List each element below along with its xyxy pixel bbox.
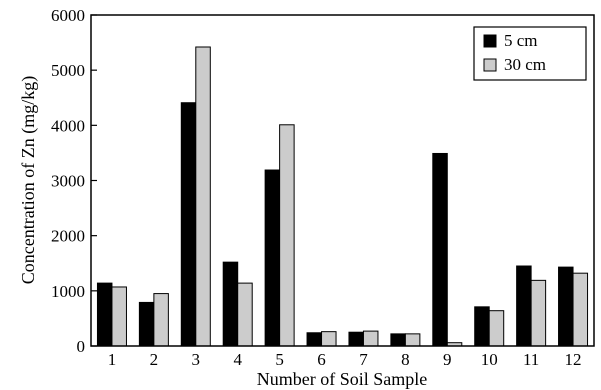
- bar-30cm-sample-8: [404, 333, 421, 347]
- x-tick-label: 8: [401, 350, 410, 369]
- x-tick-label: 11: [523, 350, 539, 369]
- bar-30cm-sample-7: [362, 330, 379, 347]
- y-tick-label: 0: [77, 337, 86, 356]
- x-tick-label: 1: [108, 350, 117, 369]
- legend-label-30cm: 30 cm: [504, 55, 546, 74]
- legend-swatch-5cm: [483, 34, 497, 48]
- x-tick-label: 3: [192, 350, 201, 369]
- x-tick-label: 7: [359, 350, 368, 369]
- x-tick-label: 4: [233, 350, 242, 369]
- y-tick-label: 4000: [51, 116, 85, 135]
- bar-5cm-sample-9: [432, 152, 448, 347]
- bar-30cm-sample-5: [279, 124, 295, 347]
- bar-5cm-sample-5: [264, 169, 281, 347]
- bar-30cm-sample-4: [237, 282, 253, 347]
- bar-30cm-sample-3: [195, 46, 211, 347]
- bar-5cm-sample-3: [180, 102, 197, 347]
- x-tick-label: 6: [317, 350, 326, 369]
- bar-5cm-sample-8: [390, 333, 406, 347]
- y-axis: 0 1000 2000 3000 4000 5000 6000: [51, 6, 97, 356]
- y-tick-label: 5000: [51, 61, 85, 80]
- bar-30cm-sample-12: [572, 272, 589, 347]
- legend-label-5cm: 5 cm: [504, 31, 538, 50]
- bar-30cm-sample-2: [153, 293, 169, 347]
- bar-5cm-sample-2: [138, 301, 155, 347]
- x-tick-label: 10: [481, 350, 498, 369]
- x-tick-label: 5: [275, 350, 284, 369]
- y-axis-title: Concentration of Zn (mg/kg): [18, 76, 39, 284]
- bar-5cm-sample-10: [474, 306, 490, 347]
- y-tick-label: 2000: [51, 227, 85, 246]
- bar-30cm-sample-1: [111, 286, 127, 347]
- bar-5cm-sample-7: [348, 331, 364, 347]
- y-tick-label: 6000: [51, 6, 85, 25]
- y-tick-label: 1000: [51, 282, 85, 301]
- x-tick-label: 12: [565, 350, 582, 369]
- legend: 5 cm 30 cm: [473, 26, 587, 81]
- x-axis: 1 2 3 4 5 6 7 8 9 10 11 12: [108, 350, 582, 369]
- bar-30cm-sample-11: [530, 279, 547, 347]
- bar-5cm-sample-11: [516, 265, 532, 347]
- legend-swatch-30cm: [483, 58, 497, 72]
- bars-layer: [96, 46, 589, 347]
- bar-5cm-sample-6: [306, 332, 323, 347]
- bar-5cm-sample-4: [222, 261, 239, 347]
- bar-5cm-sample-12: [558, 266, 574, 347]
- bar-30cm-sample-6: [321, 331, 337, 347]
- x-tick-label: 9: [443, 350, 452, 369]
- bar-30cm-sample-10: [488, 310, 505, 347]
- x-axis-title: Number of Soil Sample: [257, 369, 427, 389]
- x-tick-label: 2: [150, 350, 159, 369]
- bar-5cm-sample-1: [96, 282, 113, 347]
- y-tick-label: 3000: [51, 172, 85, 191]
